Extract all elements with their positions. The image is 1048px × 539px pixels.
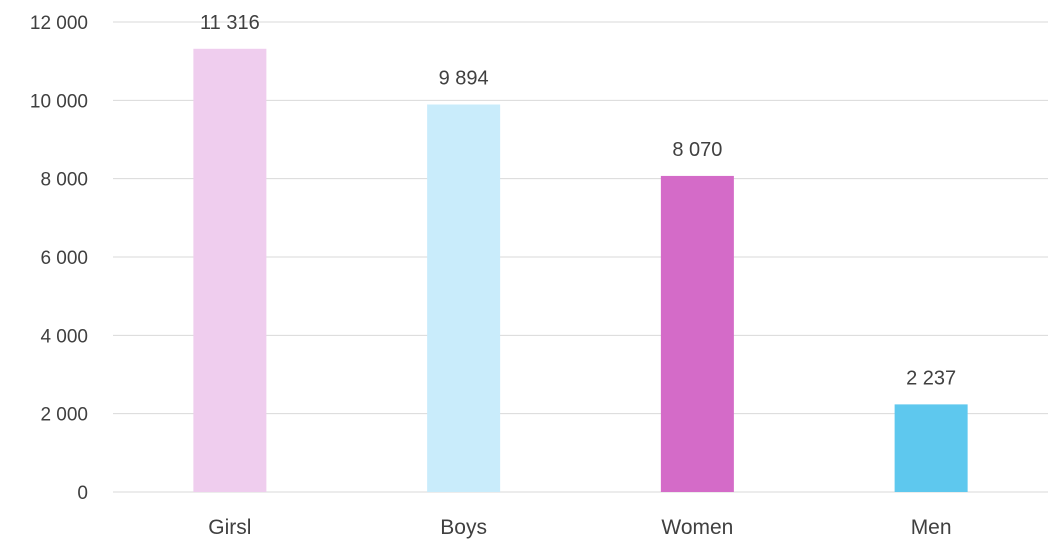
bar bbox=[660, 175, 734, 493]
bars bbox=[193, 48, 968, 493]
x-tick-label: Boys bbox=[440, 516, 487, 539]
x-axis-ticks: Girsl Boys Women Men bbox=[208, 516, 951, 539]
y-tick-label: 4 000 bbox=[40, 326, 88, 347]
y-tick-label: 2 000 bbox=[40, 405, 88, 426]
bar bbox=[894, 404, 968, 492]
y-tick-label: 6 000 bbox=[40, 248, 88, 269]
bar bbox=[427, 104, 501, 493]
y-tick-label: 10 000 bbox=[30, 91, 88, 112]
y-axis-ticks: 0 2 000 4 000 6 000 8 000 10 000 12 000 bbox=[30, 13, 88, 504]
y-tick-label: 0 bbox=[77, 483, 88, 504]
gridlines bbox=[113, 21, 1048, 493]
x-tick-label: Girsl bbox=[208, 516, 251, 539]
value-labels: 11 316 9 894 8 070 2 237 bbox=[200, 12, 956, 390]
y-tick-label: 8 000 bbox=[40, 170, 88, 191]
x-tick-label: Men bbox=[911, 516, 952, 539]
bar bbox=[193, 48, 267, 492]
value-label: 9 894 bbox=[439, 67, 489, 89]
value-label: 2 237 bbox=[906, 367, 956, 389]
y-tick-label: 12 000 bbox=[30, 13, 88, 34]
x-tick-label: Women bbox=[661, 516, 733, 539]
value-label: 8 070 bbox=[672, 139, 722, 161]
value-label: 11 316 bbox=[200, 12, 260, 34]
